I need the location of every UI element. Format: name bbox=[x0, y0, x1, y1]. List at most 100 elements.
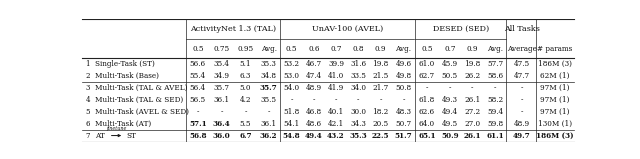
Text: 21.5: 21.5 bbox=[372, 72, 388, 80]
Text: 186M (3): 186M (3) bbox=[536, 131, 574, 140]
Text: 0.95: 0.95 bbox=[237, 45, 253, 53]
Text: 5: 5 bbox=[86, 108, 90, 116]
Text: 2: 2 bbox=[86, 72, 90, 80]
Text: 61.1: 61.1 bbox=[486, 131, 504, 140]
Text: 34.9: 34.9 bbox=[214, 72, 230, 80]
Text: 48.9: 48.9 bbox=[513, 120, 530, 128]
Text: 35.7: 35.7 bbox=[260, 84, 278, 92]
Text: -: - bbox=[426, 84, 428, 92]
Text: 5.5: 5.5 bbox=[240, 120, 251, 128]
Text: 39.9: 39.9 bbox=[328, 60, 344, 68]
Text: 97M (1): 97M (1) bbox=[540, 84, 570, 92]
Text: 26.1: 26.1 bbox=[463, 131, 481, 140]
Text: 51.7: 51.7 bbox=[395, 131, 412, 140]
Text: -: - bbox=[220, 108, 223, 116]
Text: 21.7: 21.7 bbox=[372, 84, 388, 92]
Text: 36.1: 36.1 bbox=[260, 120, 276, 128]
Text: 0.8: 0.8 bbox=[353, 45, 364, 53]
Text: 31.6: 31.6 bbox=[350, 60, 366, 68]
Text: 61.0: 61.0 bbox=[419, 60, 435, 68]
Text: 57.7: 57.7 bbox=[487, 60, 503, 68]
Text: 61.8: 61.8 bbox=[419, 96, 435, 104]
Text: 50.9: 50.9 bbox=[441, 131, 459, 140]
Text: 6.7: 6.7 bbox=[239, 131, 252, 140]
Text: 18.2: 18.2 bbox=[372, 108, 388, 116]
Text: 49.4: 49.4 bbox=[442, 108, 458, 116]
Text: 0.7: 0.7 bbox=[330, 45, 342, 53]
Text: ST: ST bbox=[126, 131, 136, 140]
Text: 48.6: 48.6 bbox=[306, 120, 322, 128]
Text: 0.9: 0.9 bbox=[375, 45, 387, 53]
Text: 50.5: 50.5 bbox=[442, 72, 458, 80]
Text: Avg.: Avg. bbox=[396, 45, 412, 53]
Text: 19.8: 19.8 bbox=[464, 60, 480, 68]
Text: 47.7: 47.7 bbox=[513, 72, 530, 80]
Text: 53.2: 53.2 bbox=[284, 60, 300, 68]
Text: 35.4: 35.4 bbox=[214, 60, 230, 68]
Text: 55.4: 55.4 bbox=[189, 72, 206, 80]
Text: 26.2: 26.2 bbox=[464, 72, 480, 80]
Text: -: - bbox=[335, 96, 337, 104]
Text: 50.8: 50.8 bbox=[396, 84, 412, 92]
Text: -: - bbox=[493, 84, 496, 92]
Text: 51.8: 51.8 bbox=[284, 108, 300, 116]
Text: 6: 6 bbox=[86, 120, 90, 128]
Text: 35.3: 35.3 bbox=[349, 131, 367, 140]
Text: 62.6: 62.6 bbox=[419, 108, 435, 116]
Text: Multi-Task (TAL & SED): Multi-Task (TAL & SED) bbox=[95, 96, 184, 104]
Text: 34.0: 34.0 bbox=[350, 84, 366, 92]
Text: Multi-Task (TAL & AVEL): Multi-Task (TAL & AVEL) bbox=[95, 84, 188, 92]
Text: 62.7: 62.7 bbox=[419, 72, 435, 80]
Text: -: - bbox=[357, 96, 360, 104]
Text: 42.1: 42.1 bbox=[328, 120, 344, 128]
Text: 35.3: 35.3 bbox=[260, 60, 276, 68]
Text: 6.3: 6.3 bbox=[240, 72, 251, 80]
Text: 0.6: 0.6 bbox=[308, 45, 319, 53]
Text: 3: 3 bbox=[86, 84, 90, 92]
Text: 46.8: 46.8 bbox=[306, 108, 322, 116]
Text: UnAV-100 (AVEL): UnAV-100 (AVEL) bbox=[312, 25, 383, 33]
Text: 0.5: 0.5 bbox=[421, 45, 433, 53]
Text: -: - bbox=[196, 108, 199, 116]
Text: 56.5: 56.5 bbox=[189, 96, 206, 104]
Text: 36.2: 36.2 bbox=[260, 131, 278, 140]
Text: 49.4: 49.4 bbox=[305, 131, 323, 140]
Text: 0.5: 0.5 bbox=[192, 45, 204, 53]
Text: All Tasks: All Tasks bbox=[504, 25, 540, 33]
Text: 49.8: 49.8 bbox=[396, 72, 412, 80]
Text: 58.2: 58.2 bbox=[487, 96, 503, 104]
Text: -: - bbox=[520, 108, 523, 116]
Text: 47.5: 47.5 bbox=[513, 60, 530, 68]
Text: Multi-Task (AVEL & SED): Multi-Task (AVEL & SED) bbox=[95, 108, 189, 116]
Text: 0.9: 0.9 bbox=[467, 45, 478, 53]
Text: -: - bbox=[291, 96, 292, 104]
Text: 97M (1): 97M (1) bbox=[540, 108, 570, 116]
Text: -: - bbox=[380, 96, 382, 104]
Text: 34.3: 34.3 bbox=[350, 120, 366, 128]
Text: 35.7: 35.7 bbox=[214, 84, 230, 92]
Text: 56.4: 56.4 bbox=[189, 84, 206, 92]
Text: Single-Task (ST): Single-Task (ST) bbox=[95, 60, 156, 68]
Text: 5.1: 5.1 bbox=[239, 60, 252, 68]
Text: 33.5: 33.5 bbox=[350, 72, 366, 80]
Text: 47.4: 47.4 bbox=[306, 72, 322, 80]
Text: finetune: finetune bbox=[106, 126, 127, 131]
Text: Avg.: Avg. bbox=[487, 45, 503, 53]
Text: 7: 7 bbox=[86, 131, 90, 140]
Text: 45.9: 45.9 bbox=[442, 60, 458, 68]
Text: 1: 1 bbox=[86, 60, 90, 68]
Text: -: - bbox=[268, 108, 270, 116]
Text: 0.75: 0.75 bbox=[214, 45, 230, 53]
Text: AT: AT bbox=[95, 131, 105, 140]
Text: 36.4: 36.4 bbox=[212, 120, 230, 128]
Text: -: - bbox=[471, 84, 474, 92]
Text: 0.7: 0.7 bbox=[444, 45, 456, 53]
Text: 48.3: 48.3 bbox=[396, 108, 412, 116]
Text: 20.5: 20.5 bbox=[372, 120, 388, 128]
Text: 4.2: 4.2 bbox=[240, 96, 251, 104]
Text: 49.7: 49.7 bbox=[513, 131, 531, 140]
Text: 97M (1): 97M (1) bbox=[540, 96, 570, 104]
Text: 54.0: 54.0 bbox=[284, 84, 300, 92]
Text: 62M (1): 62M (1) bbox=[540, 72, 570, 80]
Text: 30.0: 30.0 bbox=[350, 108, 366, 116]
